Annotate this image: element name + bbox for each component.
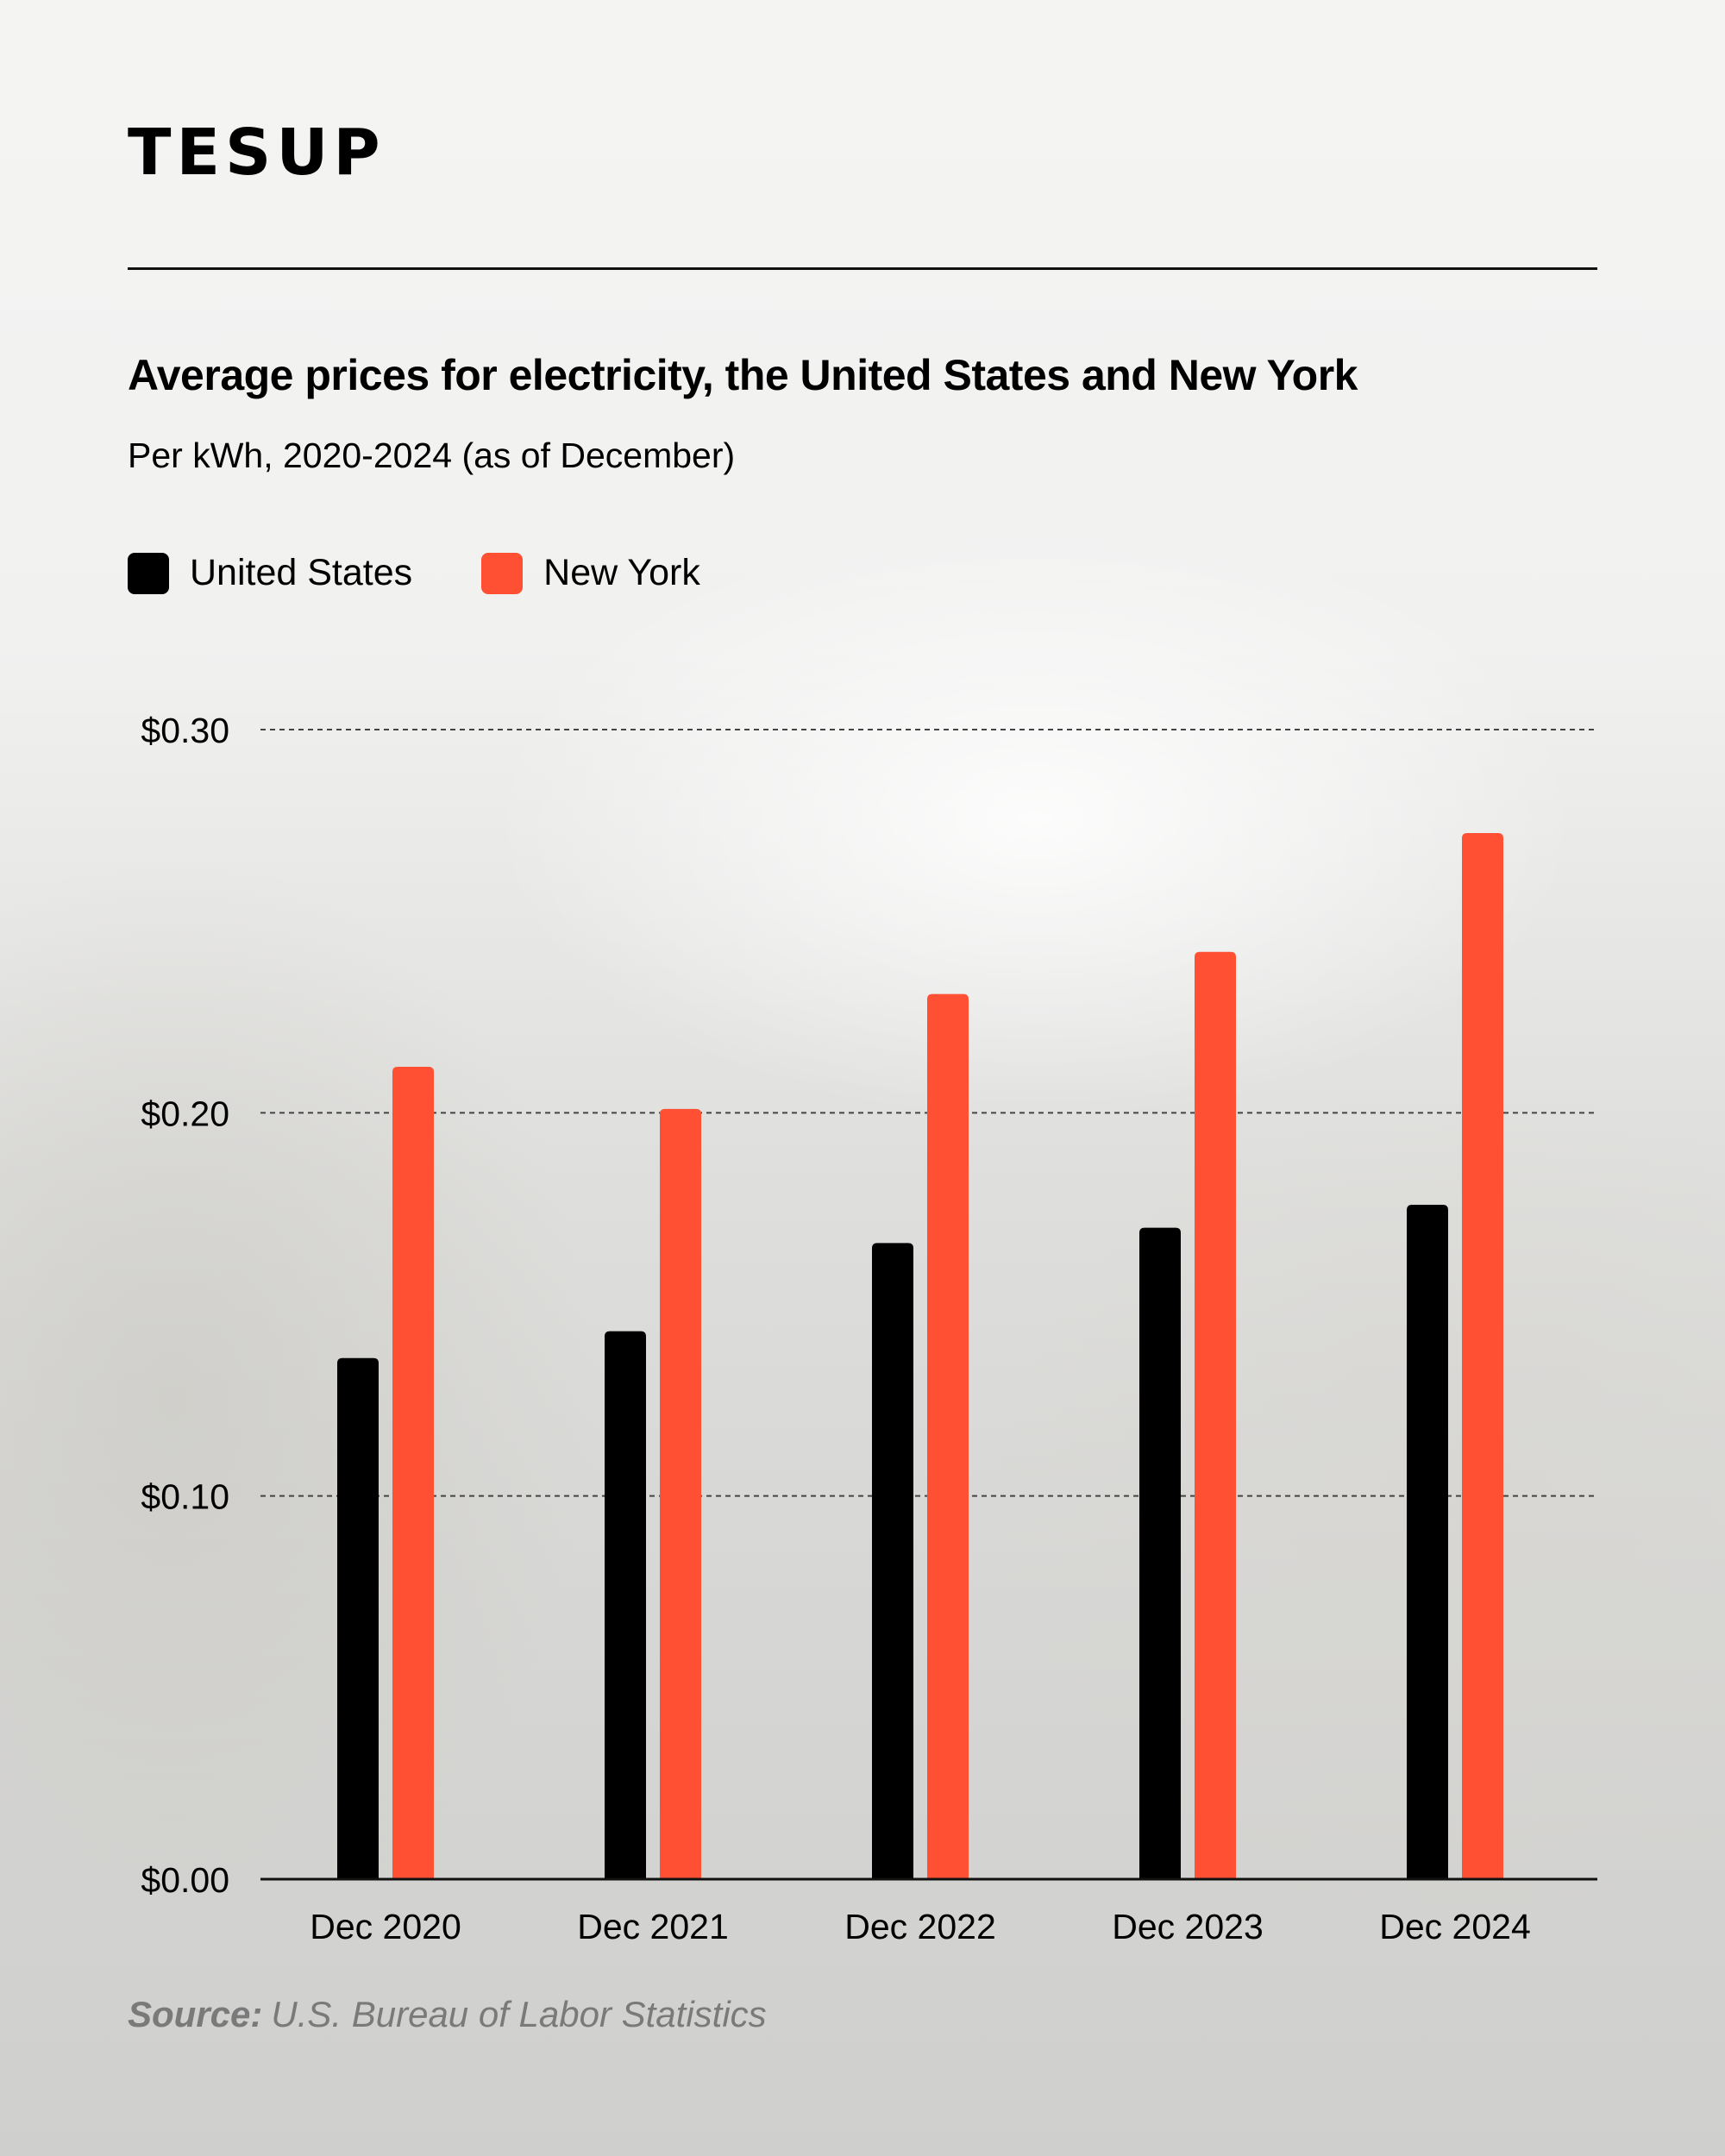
bar-united-states [337,1357,379,1879]
source-label: Source: [128,1994,263,2034]
source-note: Source: U.S. Bureau of Labor Statistics [128,1994,767,2035]
legend-item-united-states: United States [128,552,412,594]
legend-label-new-york: New York [543,552,700,593]
bar-united-states [1139,1227,1181,1879]
brand-logo: TESUP [128,116,386,190]
legend-label-united-states: United States [190,552,413,593]
bar-united-states [1407,1204,1448,1879]
legend-swatch-united-states [128,552,169,594]
header-divider [128,267,1597,270]
x-tick-label: Dec 2021 [577,1907,729,1946]
chart-subtitle: Per kWh, 2020-2024 (as of December) [128,436,736,475]
legend-item-new-york: New York [481,552,700,594]
x-tick-label: Dec 2022 [844,1907,996,1946]
x-tick-label: Dec 2023 [1112,1907,1264,1946]
bar-new-york [927,993,969,1879]
y-tick-label: $0.20 [141,1094,229,1133]
bar-new-york [1462,832,1503,1879]
x-tick-label: Dec 2024 [1379,1907,1531,1946]
bar-united-states [605,1331,646,1879]
chart-legend: United States New York [128,552,769,594]
bar-new-york [1195,951,1236,1879]
y-tick-label: $0.10 [141,1477,229,1517]
y-tick-label: $0.00 [141,1860,229,1900]
source-text: U.S. Bureau of Labor Statistics [271,1994,767,2034]
bar-new-york [660,1108,701,1879]
bar-united-states [872,1243,913,1879]
legend-swatch-new-york [481,552,524,594]
y-tick-label: $0.30 [141,711,229,750]
bar-new-york [392,1067,434,1879]
chart-title: Average prices for electricity, the Unit… [128,351,1358,399]
x-tick-label: Dec 2020 [310,1907,461,1946]
